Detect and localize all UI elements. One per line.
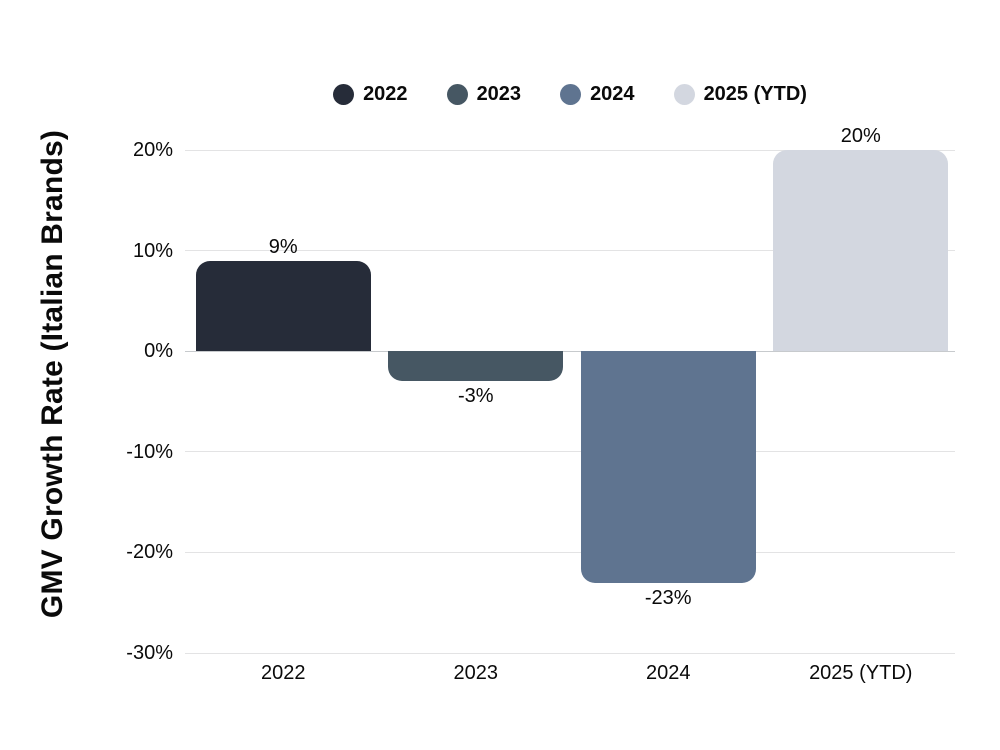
bar-2024 bbox=[580, 351, 756, 583]
legend-item-2025 (YTD): 2025 (YTD) bbox=[673, 82, 807, 106]
legend-label: 2022 bbox=[363, 82, 408, 105]
legend-item-2023: 2023 bbox=[446, 82, 522, 106]
bar-value-label: 9% bbox=[268, 235, 298, 258]
x-tick-label: 2024 bbox=[646, 662, 691, 684]
legend-item-2022: 2022 bbox=[333, 83, 408, 106]
legend-swatch-icon bbox=[333, 83, 355, 105]
y-tick-label: -10% bbox=[126, 440, 173, 463]
bar-2022 bbox=[195, 260, 371, 352]
legend-item-2024: 2024 bbox=[560, 83, 635, 106]
gridline bbox=[185, 451, 955, 453]
y-tick-label: 0% bbox=[144, 340, 173, 363]
bar-2023 bbox=[388, 351, 564, 382]
gridline bbox=[185, 652, 955, 654]
bar-value-label: 20% bbox=[840, 125, 881, 147]
gridline bbox=[185, 149, 955, 151]
y-tick-label: 10% bbox=[132, 239, 173, 262]
y-tick-label: -30% bbox=[126, 642, 173, 664]
legend-label: 2025 (YTD) bbox=[703, 82, 807, 105]
x-tick-label: 2025 (YTD) bbox=[809, 662, 913, 684]
legend-swatch-icon bbox=[673, 83, 695, 105]
bar-2025 (YTD) bbox=[773, 150, 949, 352]
legend-swatch-icon bbox=[560, 83, 582, 105]
y-tick-label: 20% bbox=[132, 139, 173, 161]
legend-swatch-icon bbox=[446, 83, 468, 105]
gridline bbox=[185, 250, 955, 252]
bar-value-label: -23% bbox=[644, 586, 692, 609]
legend-label: 2023 bbox=[476, 82, 522, 105]
y-tick-label: -20% bbox=[126, 541, 173, 564]
bar-value-label: -3% bbox=[457, 385, 494, 408]
x-tick-label: 2023 bbox=[453, 662, 499, 684]
legend-label: 2024 bbox=[590, 82, 635, 105]
gridline bbox=[185, 551, 955, 553]
legend: 2022 2023 2024 2025 (YTD) bbox=[185, 79, 955, 109]
gridline bbox=[185, 350, 955, 352]
x-tick-label: 2022 bbox=[261, 662, 306, 684]
